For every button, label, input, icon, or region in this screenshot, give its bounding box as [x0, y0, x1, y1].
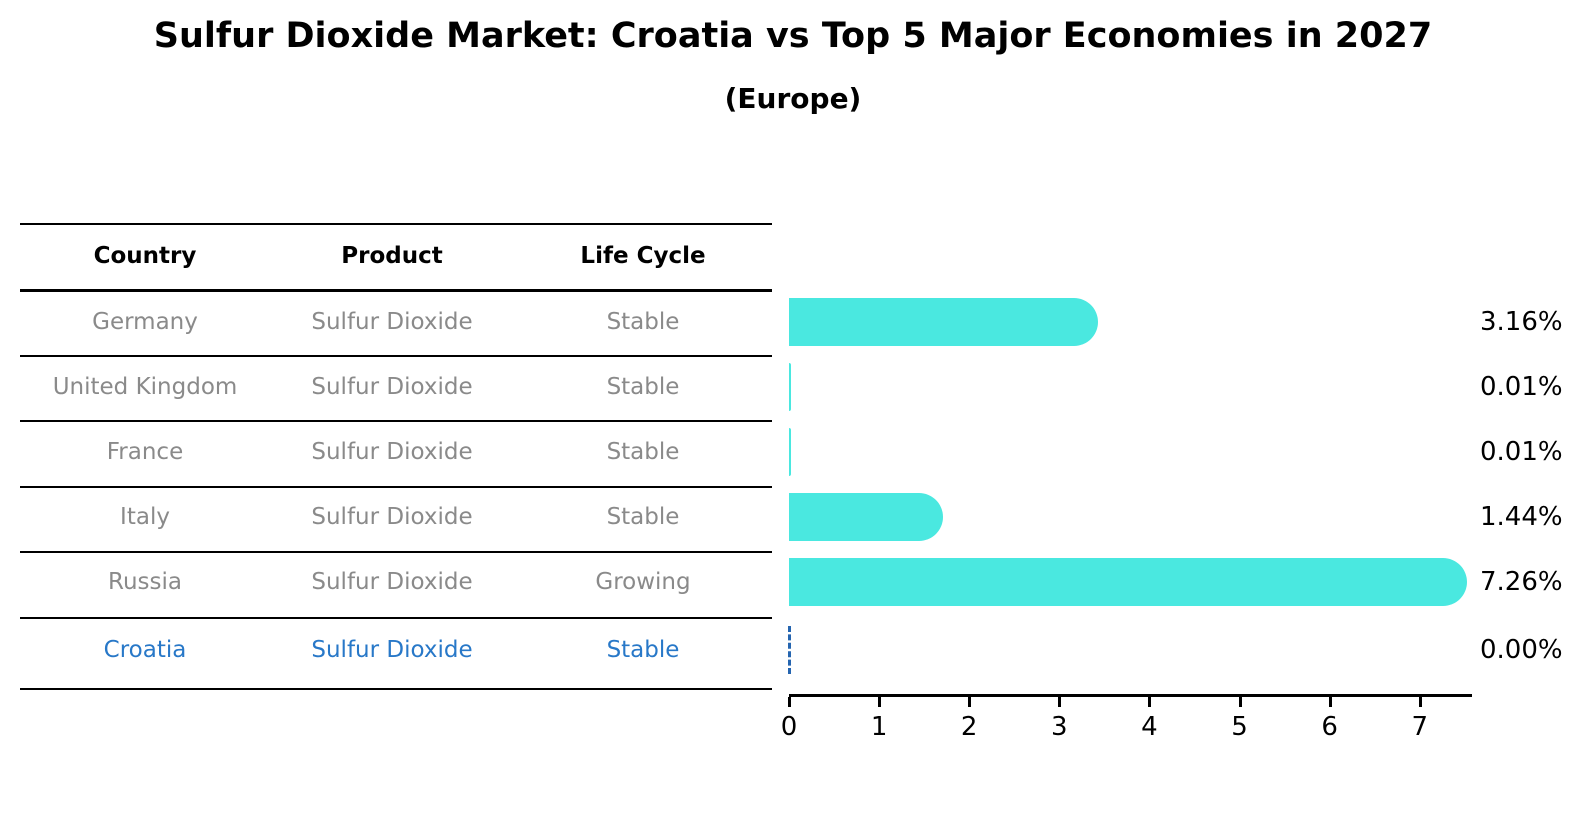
chart-title: Sulfur Dioxide Market: Croatia vs Top 5 … — [153, 16, 1433, 56]
column-header-country: Country — [93, 243, 197, 269]
table-row-rule — [20, 420, 772, 422]
table-bottom-rule — [20, 688, 772, 690]
x-tick — [878, 697, 882, 707]
x-tick-label: 0 — [780, 712, 798, 742]
value-label-russia: 7.26% — [1480, 567, 1563, 597]
bar-france — [789, 428, 791, 476]
x-tick — [968, 697, 972, 707]
product-cell: Sulfur Dioxide — [311, 569, 473, 595]
x-tick — [1238, 697, 1242, 707]
life-cycle-cell: Stable — [606, 439, 680, 465]
product-cell: Sulfur Dioxide — [311, 504, 473, 530]
life-cycle-cell: Stable — [606, 374, 680, 400]
table-row-rule — [20, 355, 772, 357]
value-label-france: 0.01% — [1480, 437, 1563, 467]
table-row-rule — [20, 551, 772, 553]
x-tick-label: 6 — [1321, 712, 1338, 742]
country-cell: Italy — [120, 504, 170, 530]
x-tick-label: 7 — [1411, 712, 1428, 742]
life-cycle-cell: Stable — [606, 309, 680, 335]
country-cell: Germany — [92, 309, 198, 335]
value-label-italy: 1.44% — [1480, 502, 1563, 532]
table-row-rule — [20, 486, 772, 488]
croatia-zero-marker — [788, 626, 791, 674]
product-cell: Sulfur Dioxide — [311, 309, 473, 335]
bar-italy — [789, 493, 943, 541]
x-tick — [1418, 697, 1422, 707]
country-cell-croatia: Croatia — [103, 637, 187, 663]
x-tick-label: 4 — [1141, 712, 1158, 742]
value-label-germany: 3.16% — [1480, 307, 1563, 337]
x-tick — [1058, 697, 1062, 707]
x-tick — [788, 697, 791, 707]
x-tick — [1328, 697, 1332, 707]
table-header-rule — [20, 289, 772, 292]
life-cycle-cell: Growing — [595, 569, 691, 595]
life-cycle-cell: Stable — [606, 504, 680, 530]
x-tick — [1148, 697, 1152, 707]
x-tick-label: 3 — [1051, 712, 1068, 742]
bar-russia — [789, 558, 1468, 606]
bar-germany — [789, 298, 1098, 346]
x-tick-label: 1 — [870, 712, 888, 742]
column-header-life-cycle: Life Cycle — [580, 243, 706, 269]
x-axis — [789, 694, 1472, 697]
table-row-rule — [20, 617, 772, 619]
x-tick-label: 5 — [1231, 712, 1248, 742]
life-cycle-cell-croatia: Stable — [606, 637, 680, 663]
chart-subtitle: (Europe) — [724, 82, 862, 115]
column-header-product: Product — [341, 243, 443, 269]
x-tick-label: 2 — [960, 712, 978, 742]
country-cell: United Kingdom — [52, 374, 238, 400]
product-cell: Sulfur Dioxide — [311, 374, 473, 400]
value-label-united-kingdom: 0.01% — [1480, 372, 1563, 402]
value-label-croatia: 0.00% — [1480, 635, 1563, 665]
bar-united-kingdom — [789, 363, 791, 411]
table-top-rule — [20, 223, 772, 225]
product-cell: Sulfur Dioxide — [311, 439, 473, 465]
product-cell-croatia: Sulfur Dioxide — [311, 637, 473, 663]
country-cell: France — [106, 439, 184, 465]
country-cell: Russia — [108, 569, 182, 595]
